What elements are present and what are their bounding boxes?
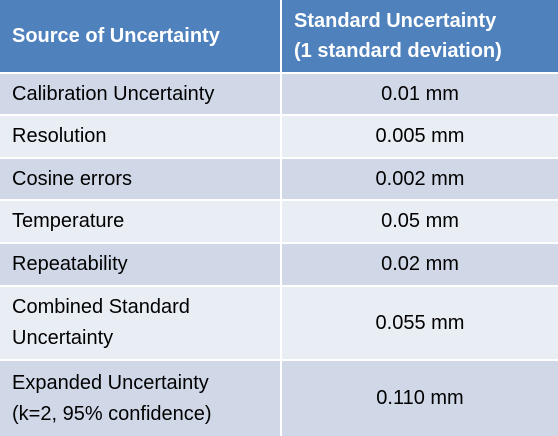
row-source: Combined Standard Uncertainty	[0, 287, 282, 361]
row-source-line1: Combined Standard	[12, 296, 190, 318]
table-row: Combined Standard Uncertainty 0.055 mm	[0, 287, 558, 361]
row-value: 0.005 mm	[282, 116, 558, 159]
row-source: Repeatability	[0, 244, 282, 287]
header-source: Source of Uncertainty	[0, 0, 282, 74]
table-row: Cosine errors 0.002 mm	[0, 159, 558, 201]
row-value: 0.055 mm	[282, 287, 558, 361]
table-row: Resolution 0.005 mm	[0, 116, 558, 159]
row-source: Cosine errors	[0, 159, 282, 201]
table-row: Expanded Uncertainty (k=2, 95% confidenc…	[0, 361, 558, 436]
header-standard-uncertainty: Standard Uncertainty (1 standard deviati…	[282, 0, 558, 74]
row-source-line1: Expanded Uncertainty	[12, 371, 209, 394]
row-source: Resolution	[0, 116, 282, 159]
row-value: 0.05 mm	[282, 201, 558, 244]
row-value: 0.02 mm	[282, 244, 558, 287]
row-source: Calibration Uncertainty	[0, 74, 282, 116]
header-standard-uncertainty-line1: Standard Uncertainty	[294, 10, 497, 32]
header-source-label: Source of Uncertainty	[12, 25, 220, 47]
row-source: Expanded Uncertainty (k=2, 95% confidenc…	[0, 361, 282, 436]
row-value: 0.110 mm	[282, 361, 558, 436]
row-source-line2: Uncertainty	[12, 327, 114, 349]
header-standard-uncertainty-line2: (1 standard deviation)	[294, 40, 502, 62]
table-row: Calibration Uncertainty 0.01 mm	[0, 74, 558, 116]
table-row: Temperature 0.05 mm	[0, 201, 558, 244]
row-source: Temperature	[0, 201, 282, 244]
row-source-line2: (k=2, 95% confidence)	[12, 402, 212, 425]
row-value: 0.01 mm	[282, 74, 558, 116]
row-value: 0.002 mm	[282, 159, 558, 201]
table-header-row: Source of Uncertainty Standard Uncertain…	[0, 0, 558, 74]
table-row: Repeatability 0.02 mm	[0, 244, 558, 287]
